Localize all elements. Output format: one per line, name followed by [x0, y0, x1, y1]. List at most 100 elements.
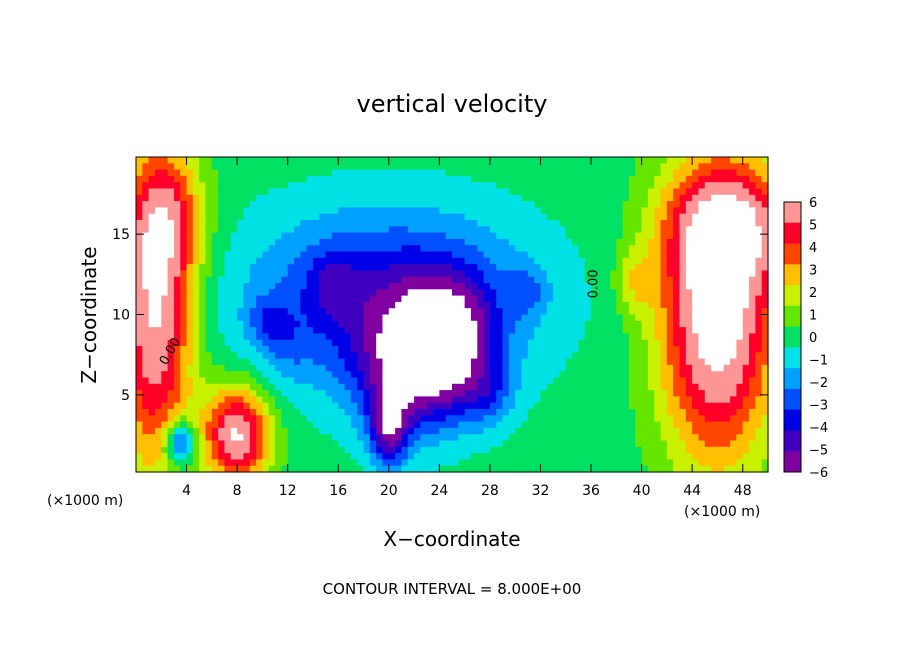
heatmap-cell — [192, 264, 200, 271]
heatmap-cell — [300, 238, 308, 246]
heatmap-cell — [559, 276, 567, 284]
heatmap-cell — [154, 169, 162, 177]
heatmap-cell — [344, 201, 352, 208]
heatmap-cell — [199, 465, 207, 473]
heatmap-cell — [660, 383, 668, 391]
heatmap-cell — [654, 446, 662, 454]
heatmap-cell — [382, 434, 390, 442]
heatmap-cell — [382, 346, 390, 353]
heatmap-cell — [622, 465, 630, 473]
heatmap-cell — [395, 301, 403, 309]
heatmap-cell — [666, 364, 674, 372]
heatmap-cell — [496, 257, 504, 265]
heatmap-cell — [496, 440, 504, 448]
heatmap-cell — [161, 314, 169, 322]
heatmap-cell — [161, 238, 169, 246]
heatmap-cell — [294, 453, 301, 460]
heatmap-cell — [420, 371, 428, 379]
heatmap-cell — [591, 308, 598, 316]
heatmap-cell — [363, 364, 371, 372]
heatmap-cell — [761, 333, 769, 341]
heatmap-cell — [597, 194, 605, 202]
heatmap-cell — [521, 207, 529, 215]
heatmap-cell — [723, 327, 731, 334]
heatmap-cell — [262, 245, 270, 253]
heatmap-cell — [723, 264, 731, 271]
heatmap-cell — [319, 295, 327, 303]
heatmap-cell — [572, 308, 579, 316]
heatmap-cell — [540, 251, 548, 259]
heatmap-cell — [673, 453, 681, 460]
heatmap-cell — [306, 194, 314, 202]
heatmap-cell — [673, 415, 681, 423]
heatmap-cell — [154, 465, 162, 473]
heatmap-cell — [452, 409, 459, 416]
heatmap-cell — [350, 377, 358, 385]
heatmap-cell — [363, 446, 371, 454]
heatmap-cell — [300, 283, 308, 290]
heatmap-cell — [508, 251, 516, 259]
heatmap-cell — [660, 188, 668, 196]
heatmap-cell — [742, 358, 750, 366]
heatmap-cell — [603, 352, 611, 360]
heatmap-cell — [300, 175, 308, 183]
heatmap-cell — [357, 339, 365, 347]
heatmap-cell — [350, 346, 358, 353]
heatmap-cell — [584, 440, 592, 448]
heatmap-cell — [755, 446, 763, 454]
heatmap-cell — [489, 320, 497, 328]
heatmap-cell — [647, 453, 655, 460]
heatmap-cell — [470, 327, 478, 334]
heatmap-cell — [711, 377, 719, 385]
heatmap-cell — [445, 175, 453, 183]
heatmap-cell — [256, 301, 263, 309]
heatmap-cell — [186, 213, 194, 221]
heatmap-cell — [331, 402, 339, 410]
heatmap-cell — [742, 314, 750, 322]
heatmap-cell — [407, 383, 415, 391]
heatmap-cell — [344, 213, 352, 221]
heatmap-cell — [755, 383, 763, 391]
heatmap-cell — [186, 427, 194, 435]
heatmap-cell — [584, 314, 592, 322]
heatmap-cell — [350, 409, 358, 416]
heatmap-cell — [281, 283, 289, 290]
heatmap-cell — [508, 421, 516, 429]
heatmap-cell — [527, 283, 535, 290]
heatmap-cell — [635, 226, 643, 234]
heatmap-cell — [597, 453, 605, 460]
heatmap-cell — [357, 182, 365, 190]
heatmap-cell — [711, 440, 719, 448]
heatmap-cell — [338, 409, 346, 416]
heatmap-cell — [508, 314, 516, 322]
heatmap-cell — [338, 339, 346, 347]
heatmap-cell — [761, 339, 769, 347]
heatmap-cell — [749, 358, 756, 366]
heatmap-cell — [218, 182, 226, 190]
heatmap-cell — [237, 194, 245, 202]
heatmap-cell — [698, 377, 706, 385]
heatmap-cell — [755, 427, 763, 435]
heatmap-cell — [717, 383, 725, 391]
heatmap-cell — [647, 175, 655, 183]
heatmap-cell — [357, 308, 365, 316]
heatmap-cell — [312, 396, 320, 404]
heatmap-cell — [344, 295, 352, 303]
heatmap-cell — [477, 320, 485, 328]
heatmap-cell — [698, 402, 706, 410]
heatmap-cell — [502, 220, 510, 227]
heatmap-cell — [426, 301, 434, 309]
heatmap-cell — [711, 358, 719, 366]
heatmap-cell — [692, 364, 700, 372]
heatmap-cell — [275, 213, 282, 221]
heatmap-cell — [559, 251, 567, 259]
heatmap-cell — [388, 213, 396, 221]
heatmap-cell — [433, 339, 440, 347]
heatmap-cell — [698, 427, 706, 435]
heatmap-cell — [610, 339, 617, 347]
heatmap-cell — [306, 427, 314, 435]
heatmap-cell — [622, 364, 630, 372]
heatmap-cell — [616, 207, 624, 215]
heatmap-cell — [344, 434, 352, 442]
heatmap-cell — [502, 327, 510, 334]
